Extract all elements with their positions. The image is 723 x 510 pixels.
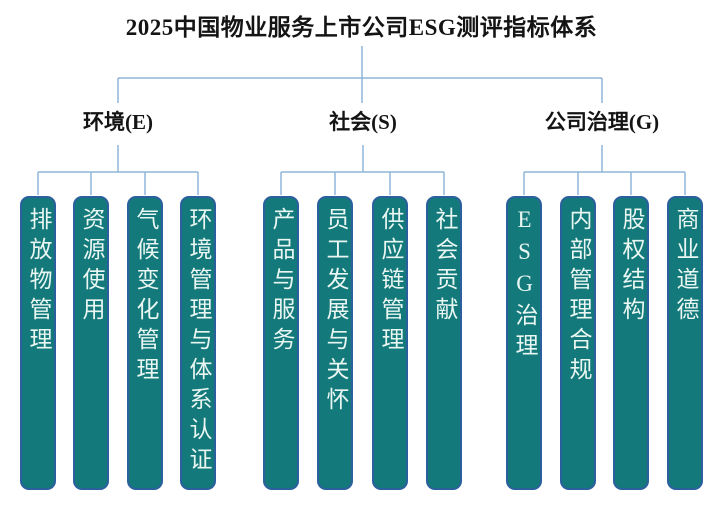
branch-label-governance: 公司治理(G)	[544, 110, 660, 134]
branch-label-environment: 环境(E)	[83, 110, 153, 134]
indicator-box-employee-development-care: 员工发展与关怀	[317, 196, 353, 490]
branch-label-social: 社会(S)	[329, 110, 397, 134]
indicator-box-esg-governance: ESG治理	[506, 196, 542, 490]
indicator-box-products-and-services: 产品与服务	[263, 196, 299, 490]
indicator-box-supply-chain-management: 供应链管理	[372, 196, 408, 490]
indicator-box-environmental-management-certification: 环境管理与体系认证	[180, 196, 216, 490]
indicator-box-internal-management-compliance: 内部管理合规	[560, 196, 596, 490]
indicator-box-resource-use: 资源使用	[73, 196, 109, 490]
indicator-box-equity-structure: 股权结构	[613, 196, 649, 490]
indicator-box-emissions-management: 排放物管理	[20, 196, 56, 490]
indicator-box-climate-change-management: 气候变化管理	[127, 196, 163, 490]
indicator-box-business-ethics: 商业道德	[667, 196, 703, 490]
diagram-title: 2025中国物业服务上市公司ESG测评指标体系	[125, 15, 598, 40]
indicator-box-social-contribution: 社会贡献	[426, 196, 462, 490]
